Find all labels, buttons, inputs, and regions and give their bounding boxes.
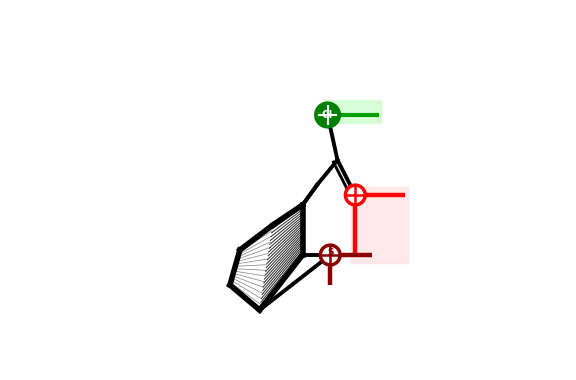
Text: Cl: Cl bbox=[322, 110, 333, 120]
Circle shape bbox=[346, 185, 365, 205]
Polygon shape bbox=[324, 100, 381, 123]
Text: S: S bbox=[327, 248, 334, 257]
Polygon shape bbox=[351, 187, 408, 263]
Circle shape bbox=[320, 245, 340, 265]
Circle shape bbox=[316, 103, 340, 127]
